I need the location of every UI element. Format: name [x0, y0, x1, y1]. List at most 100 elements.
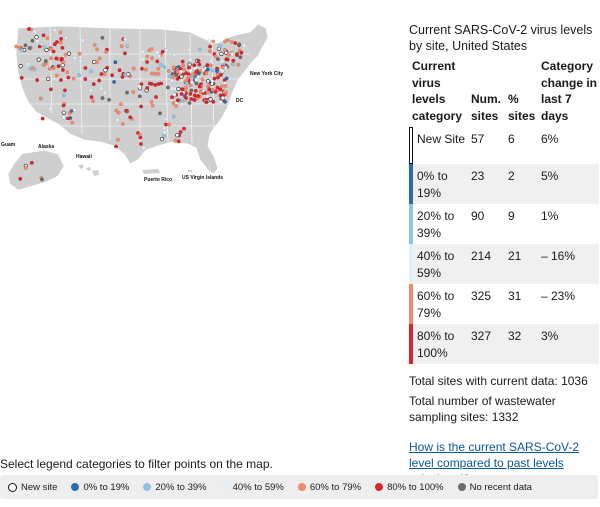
site-point[interactable]	[205, 67, 210, 72]
site-point[interactable]	[126, 72, 131, 77]
site-point[interactable]	[223, 99, 228, 104]
site-point[interactable]	[164, 117, 169, 122]
site-point[interactable]	[233, 41, 238, 46]
site-point[interactable]	[115, 118, 120, 123]
site-point[interactable]	[184, 81, 189, 86]
site-point[interactable]	[220, 65, 225, 70]
site-point[interactable]	[61, 110, 66, 115]
site-point[interactable]	[112, 79, 117, 84]
site-point[interactable]	[190, 74, 194, 79]
site-point[interactable]	[209, 58, 214, 63]
legend-item-80-100[interactable]: 80% to 100%	[375, 482, 444, 493]
site-point[interactable]	[196, 94, 201, 99]
site-point[interactable]	[139, 141, 143, 146]
site-point[interactable]	[149, 56, 154, 61]
site-point[interactable]	[208, 49, 212, 54]
site-point[interactable]	[83, 66, 88, 70]
site-point[interactable]	[231, 62, 235, 67]
site-point[interactable]	[107, 97, 112, 102]
site-point[interactable]	[83, 77, 88, 82]
site-point[interactable]	[149, 81, 154, 86]
site-point[interactable]	[207, 87, 212, 92]
site-point[interactable]	[102, 90, 107, 95]
site-point[interactable]	[147, 48, 152, 53]
site-point[interactable]	[172, 92, 177, 97]
site-point[interactable]	[172, 52, 177, 57]
site-point[interactable]	[119, 44, 124, 49]
site-point[interactable]	[61, 60, 66, 64]
site-point[interactable]	[137, 132, 142, 137]
site-point[interactable]	[194, 70, 199, 74]
site-point[interactable]	[125, 90, 129, 95]
site-point[interactable]	[131, 89, 136, 94]
site-point[interactable]	[174, 104, 179, 108]
site-point[interactable]	[64, 35, 69, 40]
site-point[interactable]	[26, 26, 31, 31]
site-point[interactable]	[42, 45, 47, 50]
site-point[interactable]	[69, 108, 74, 113]
site-point[interactable]	[213, 89, 218, 94]
site-point[interactable]	[66, 75, 71, 80]
site-point[interactable]	[205, 94, 210, 99]
site-point[interactable]	[113, 60, 118, 65]
site-point[interactable]	[179, 92, 184, 96]
site-point[interactable]	[92, 42, 97, 47]
site-point[interactable]	[100, 35, 105, 40]
site-point[interactable]	[88, 88, 93, 93]
site-point[interactable]	[123, 37, 128, 42]
site-point[interactable]	[156, 66, 161, 71]
site-point[interactable]	[47, 67, 52, 71]
site-point[interactable]	[29, 160, 34, 165]
site-point[interactable]	[188, 68, 193, 73]
site-point[interactable]	[122, 51, 127, 56]
site-point[interactable]	[61, 93, 66, 98]
site-point[interactable]	[56, 64, 61, 69]
site-point[interactable]	[156, 71, 161, 76]
site-point[interactable]	[104, 49, 109, 54]
site-point[interactable]	[211, 39, 216, 44]
site-point[interactable]	[223, 90, 228, 95]
site-point[interactable]	[197, 62, 202, 67]
site-point[interactable]	[175, 98, 180, 103]
site-point[interactable]	[222, 47, 227, 52]
site-point[interactable]	[189, 97, 194, 101]
site-point[interactable]	[224, 76, 229, 81]
site-point[interactable]	[95, 47, 100, 52]
site-point[interactable]	[176, 86, 181, 92]
site-point[interactable]	[61, 115, 66, 120]
site-point[interactable]	[36, 57, 41, 62]
site-point[interactable]	[91, 82, 96, 87]
site-point[interactable]	[218, 99, 223, 104]
site-point[interactable]	[41, 62, 46, 67]
site-point[interactable]	[23, 165, 28, 170]
site-point[interactable]	[131, 66, 136, 71]
site-point[interactable]	[97, 78, 102, 83]
legend-item-60-79[interactable]: 60% to 79%	[297, 482, 361, 493]
site-point[interactable]	[229, 39, 234, 44]
site-point[interactable]	[218, 43, 223, 48]
site-point[interactable]	[65, 70, 70, 75]
site-point[interactable]	[166, 69, 171, 74]
site-point[interactable]	[215, 69, 219, 74]
site-point[interactable]	[89, 69, 94, 74]
site-point[interactable]	[192, 98, 197, 102]
site-point[interactable]	[189, 88, 194, 93]
site-point[interactable]	[54, 73, 59, 78]
site-point[interactable]	[210, 87, 215, 92]
site-point[interactable]	[70, 120, 75, 125]
site-point[interactable]	[162, 130, 167, 135]
site-point[interactable]	[187, 65, 191, 70]
site-point[interactable]	[162, 65, 167, 70]
site-point[interactable]	[40, 177, 44, 182]
site-point[interactable]	[45, 36, 50, 41]
site-point[interactable]	[27, 46, 32, 50]
site-point[interactable]	[137, 94, 142, 99]
site-point[interactable]	[155, 50, 160, 55]
site-point[interactable]	[150, 103, 155, 108]
site-point[interactable]	[208, 44, 213, 49]
site-point[interactable]	[175, 69, 180, 74]
site-point[interactable]	[162, 133, 167, 138]
site-point[interactable]	[20, 48, 25, 53]
site-point[interactable]	[49, 46, 53, 51]
site-point[interactable]	[167, 122, 172, 127]
